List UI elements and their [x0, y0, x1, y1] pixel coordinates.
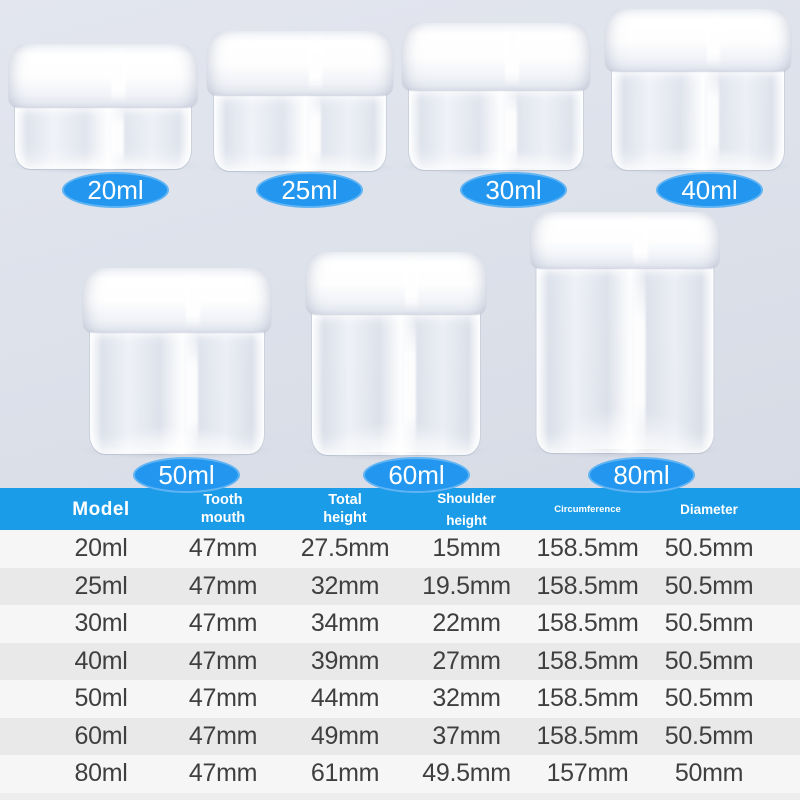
cell-total-height: 27.5mm: [300, 534, 390, 563]
cell-total-height: 61mm: [310, 759, 380, 788]
table-row-60ml: 60ml 47mm 49mm 37mm 158.5mm 50.5mm: [0, 717, 800, 755]
jar-80ml: [530, 212, 719, 454]
cell-circumference: 158.5mm: [536, 609, 639, 638]
table-row-80ml: 80ml 47mm 61mm 49.5mm 157mm 50mm: [0, 755, 800, 793]
cell-shoulder-height: 27mm: [432, 646, 501, 675]
cell-shoulder-height: 19.5mm: [422, 571, 511, 600]
size-badge-20ml: 20ml: [62, 172, 169, 208]
table-row-50ml: 50ml 47mm 44mm 32mm 158.5mm 50.5mm: [0, 680, 800, 718]
cell-tooth-mouth: 47mm: [188, 646, 258, 675]
cell-shoulder-height: 22mm: [432, 609, 501, 638]
jar-30ml: [402, 23, 590, 171]
cell-model: 60ml: [74, 721, 128, 750]
cell-shoulder-height: 32mm: [432, 684, 501, 713]
cell-model: 25ml: [74, 571, 128, 600]
jar-lid: [306, 252, 486, 314]
cell-total-height: 39mm: [310, 646, 380, 675]
jar-body: [535, 266, 714, 454]
header-tooth-mouth: Tooth mouth: [200, 492, 246, 526]
cell-tooth-mouth: 47mm: [188, 534, 258, 563]
header-diameter: Diameter: [680, 502, 738, 518]
jar-60ml: [306, 252, 486, 456]
jar-lid: [83, 268, 271, 332]
cell-model: 30ml: [74, 609, 128, 638]
jar-20ml: [8, 44, 197, 170]
header-model: Model: [72, 498, 130, 520]
cell-model: 50ml: [74, 684, 128, 713]
cell-circumference: 157mm: [546, 759, 629, 788]
jar-lid: [402, 23, 590, 90]
cell-total-height: 44mm: [310, 684, 380, 713]
cell-total-height: 34mm: [310, 609, 380, 638]
cell-tooth-mouth: 47mm: [188, 609, 258, 638]
jar-lid: [207, 31, 393, 95]
cell-tooth-mouth: 47mm: [188, 571, 258, 600]
jar-body: [408, 88, 584, 171]
header-shoulder-height: Shoulder height: [437, 491, 496, 528]
cell-shoulder-height: 37mm: [432, 721, 501, 750]
cell-circumference: 158.5mm: [536, 571, 639, 600]
jar-body: [13, 105, 192, 170]
jar-body: [311, 312, 481, 456]
cell-diameter: 50.5mm: [664, 609, 754, 638]
size-badge-80ml: 80ml: [588, 457, 695, 493]
cell-circumference: 158.5mm: [536, 646, 639, 675]
size-badge-60ml: 60ml: [363, 457, 470, 493]
jar-body: [611, 69, 785, 171]
cell-tooth-mouth: 47mm: [188, 759, 258, 788]
cell-total-height: 49mm: [310, 721, 380, 750]
header-total-height: Total height: [323, 492, 367, 526]
cell-circumference: 158.5mm: [536, 721, 639, 750]
size-badge-50ml: 50ml: [133, 457, 240, 493]
cell-model: 40ml: [74, 646, 128, 675]
cell-circumference: 158.5mm: [536, 684, 639, 713]
cell-diameter: 50.5mm: [664, 721, 754, 750]
table-row-25ml: 25ml 47mm 32mm 19.5mm 158.5mm 50.5mm: [0, 567, 800, 605]
header-circumference: Circumference: [554, 504, 621, 516]
table-row-40ml: 40ml 47mm 39mm 27mm 158.5mm 50.5mm: [0, 642, 800, 680]
cell-total-height: 32mm: [310, 571, 380, 600]
cell-diameter: 50.5mm: [664, 684, 754, 713]
jar-40ml: [605, 9, 791, 171]
cell-shoulder-height: 15mm: [432, 534, 501, 563]
cell-diameter: 50.5mm: [664, 646, 754, 675]
jar-25ml: [207, 31, 393, 172]
jar-lid: [530, 212, 719, 268]
jar-50ml: [83, 268, 271, 455]
jar-lid: [8, 44, 197, 107]
spec-table-header: Model Tooth mouth Total height Shoulder …: [0, 488, 800, 530]
cell-tooth-mouth: 47mm: [188, 721, 258, 750]
jar-body: [213, 93, 387, 172]
size-badge-25ml: 25ml: [256, 172, 363, 208]
table-row-20ml: 20ml 47mm 27.5mm 15mm 158.5mm 50.5mm: [0, 530, 800, 568]
jar-body: [89, 330, 265, 455]
cell-tooth-mouth: 47mm: [188, 684, 258, 713]
cell-diameter: 50mm: [674, 759, 744, 788]
cell-diameter: 50.5mm: [664, 534, 754, 563]
cell-model: 80ml: [74, 759, 128, 788]
jar-lid: [605, 9, 791, 71]
spec-table: Model Tooth mouth Total height Shoulder …: [0, 488, 800, 800]
cell-circumference: 158.5mm: [536, 534, 639, 563]
table-row-30ml: 30ml 47mm 34mm 22mm 158.5mm 50.5mm: [0, 605, 800, 643]
size-badge-30ml: 30ml: [460, 172, 567, 208]
cell-shoulder-height: 49.5mm: [422, 759, 511, 788]
size-badge-40ml: 40ml: [656, 172, 763, 208]
cell-model: 20ml: [74, 534, 128, 563]
cell-diameter: 50.5mm: [664, 571, 754, 600]
jars-photo-area: 20ml 25ml 30ml 40ml 50ml 60ml 80ml: [0, 0, 800, 488]
